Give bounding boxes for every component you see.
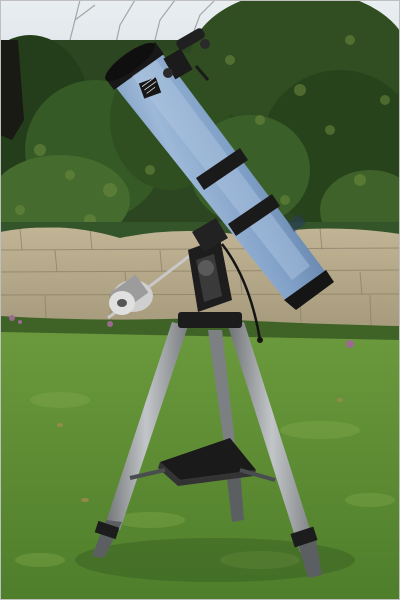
tube-ring-upper (196, 148, 248, 190)
tripod (92, 312, 322, 578)
tube-label (138, 77, 162, 99)
finder-scope (176, 28, 205, 50)
focuser-finder (163, 28, 210, 81)
focuser (163, 48, 193, 80)
equatorial-mount (107, 218, 263, 343)
accessory-tray (160, 438, 256, 480)
tripod-shadow (75, 538, 355, 582)
counterweight (109, 274, 153, 315)
tube-ring-lower (228, 194, 280, 236)
hedge (0, 0, 400, 250)
tube-rear-cell (284, 270, 334, 310)
telescope-tube (105, 42, 334, 310)
